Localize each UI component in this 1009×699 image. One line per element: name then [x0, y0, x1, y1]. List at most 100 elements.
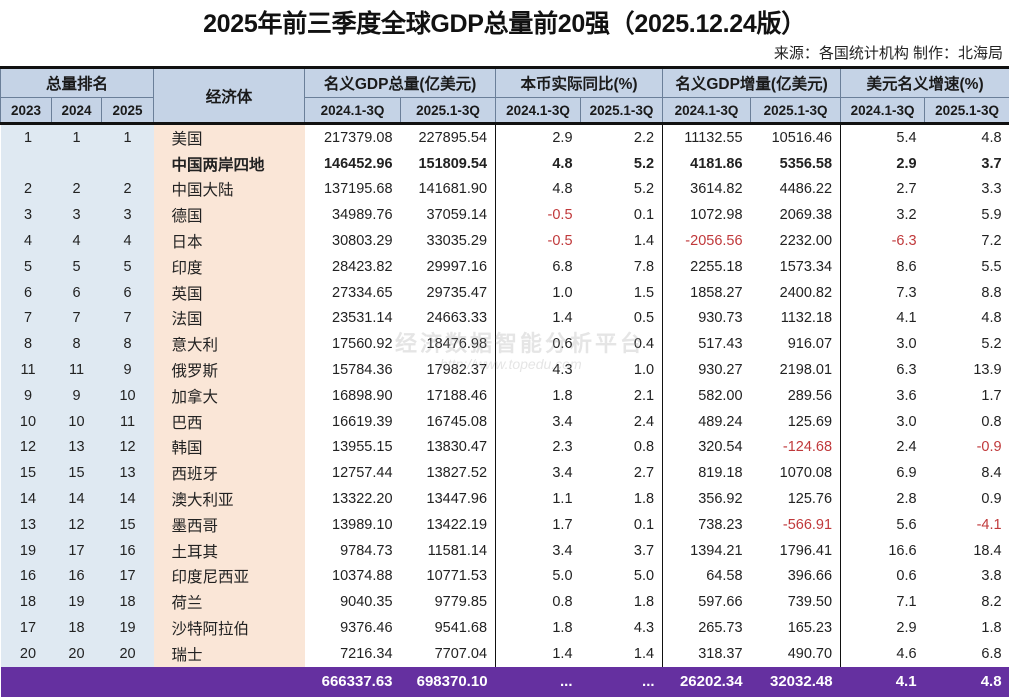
gdp-increment-2024: 930.27 — [662, 357, 751, 383]
real-growth-2025: 1.4 — [580, 228, 664, 254]
economy-name: 德国 — [153, 202, 305, 229]
gdp-increment-2025: 125.69 — [750, 408, 842, 435]
real-growth-2024: 6.8 — [495, 253, 581, 280]
rank-2025: 18 — [101, 589, 154, 616]
real-growth-2024: 4.3 — [495, 357, 581, 383]
usd-growth-2025: 3.8 — [924, 563, 1009, 590]
real-growth-2025: 1.5 — [580, 279, 664, 306]
real-growth-2025: 3.7 — [580, 537, 664, 564]
economy-name: 澳大利亚 — [153, 486, 305, 512]
rank-2025: 19 — [101, 615, 154, 641]
gdp-increment-2025: 165.23 — [750, 615, 842, 641]
rank-2023: 9 — [0, 382, 52, 409]
table-row: 14 14 14 澳大利亚 13322.20 13447.96 1.1 1.8 356.92 12… — [0, 486, 1009, 512]
gdp-2024: 12757.44 — [304, 460, 401, 487]
real-growth-2025: 0.1 — [580, 511, 664, 538]
usd-growth-2025: 18.4 — [924, 537, 1009, 564]
usd-growth-2025: 1.7 — [924, 382, 1009, 409]
rank-2023: 1 — [0, 123, 52, 151]
table-row: 10 10 11 巴西 16619.39 16745.08 3.4 2.4 489.24 125.… — [0, 408, 1009, 435]
economy-name: 印度尼西亚 — [153, 563, 305, 590]
source-note: 来源：各国统计机构 制作：北海局 — [773, 45, 1003, 62]
real-growth-2025: 5.2 — [580, 150, 664, 177]
gdp-increment-2024: 3614.82 — [662, 176, 751, 203]
rank-2024: 7 — [51, 305, 102, 332]
usd-growth-2025: 5.9 — [924, 202, 1009, 229]
gdp-increment-2025: 4486.22 — [750, 176, 842, 203]
economy-name: 墨西哥 — [153, 511, 305, 538]
rank-2023: 3 — [0, 202, 52, 229]
real-growth-2024: 1.0 — [495, 279, 581, 306]
usd-growth-2024: 7.1 — [840, 589, 925, 616]
usd-growth-2024: 5.6 — [840, 511, 925, 538]
gdp-increment-2025: 1132.18 — [750, 305, 842, 332]
rank-2024: 14 — [51, 486, 102, 512]
rank-2023: 18 — [0, 589, 52, 616]
gdp-increment-2025: 1796.41 — [750, 537, 842, 564]
table-body: 1 1 1 美国 217379.08 227895.54 2.9 2.2 11132.55 105… — [0, 123, 1009, 697]
rank-2023: 7 — [0, 305, 52, 332]
gdp-increment-2024: 1072.98 — [662, 202, 751, 229]
header-period: 2024.1-3Q — [662, 97, 752, 124]
rank-2024: 12 — [51, 511, 102, 538]
gdp-2024: 15784.36 — [304, 357, 401, 383]
rank-2025: 2 — [101, 176, 154, 203]
table-row: 5 5 5 印度 28423.82 29997.16 6.8 7.8 2255.18 1573.3… — [0, 253, 1009, 280]
usd-growth-2025: -0.9 — [924, 434, 1009, 461]
usd-growth-2025: 3.7 — [924, 150, 1009, 177]
rank-2025: 1 — [101, 123, 154, 151]
rank-2024: 6 — [51, 279, 102, 306]
real-growth-2025: 2.4 — [580, 408, 664, 435]
usd-growth-2024: 4.1 — [840, 305, 925, 332]
gdp-2025: 37059.14 — [400, 202, 497, 229]
rank-2025: 5 — [101, 253, 154, 280]
economy-name: 加拿大 — [153, 382, 305, 409]
header-gdp-increment: 名义GDP增量(亿美元) — [662, 67, 842, 98]
usd-growth-2024: 0.6 — [840, 563, 925, 590]
gdp-2024: 10374.88 — [304, 563, 401, 590]
real-growth-2025: 2.7 — [580, 460, 664, 487]
header-year-2023: 2023 — [0, 97, 52, 124]
economy-name: 韩国 — [153, 434, 305, 461]
header-period: 2025.1-3Q — [924, 97, 1009, 124]
gdp-2025: 24663.33 — [400, 305, 497, 332]
table-header: 总量排名 经济体 名义GDP总量(亿美元) 本币实际同比(%) 名义GDP增量(… — [0, 67, 1009, 124]
gdp-2024: 13955.15 — [304, 434, 401, 461]
total-blank — [51, 666, 102, 697]
rank-2024: 4 — [51, 228, 102, 254]
total-blank — [0, 666, 52, 697]
economy-name: 巴西 — [153, 408, 305, 435]
gdp-increment-2025: 2232.00 — [750, 228, 842, 254]
real-growth-2024: 2.9 — [495, 123, 581, 151]
real-growth-2024: 1.4 — [495, 640, 581, 667]
real-growth-2024: 1.1 — [495, 486, 581, 512]
real-growth-2025: 7.8 — [580, 253, 664, 280]
usd-growth-2025: 8.4 — [924, 460, 1009, 487]
rank-2023: 19 — [0, 537, 52, 564]
page-title: 2025年前三季度全球GDP总量前20强（2025.12.24版） — [203, 10, 806, 38]
real-growth-2024: 3.4 — [495, 408, 581, 435]
gdp-increment-2024: 1858.27 — [662, 279, 751, 306]
rank-2024: 3 — [51, 202, 102, 229]
gdp-increment-2024: 930.73 — [662, 305, 751, 332]
gdp-increment-2024: 4181.86 — [662, 150, 751, 177]
usd-growth-2024: 6.9 — [840, 460, 925, 487]
economy-name: 俄罗斯 — [153, 357, 305, 383]
real-growth-2025: 5.2 — [580, 176, 664, 203]
real-growth-2025: 2.1 — [580, 382, 664, 409]
gdp-2024: 28423.82 — [304, 253, 401, 280]
gdp-2024: 30803.29 — [304, 228, 401, 254]
rank-2025: 14 — [101, 486, 154, 512]
rank-2024: 15 — [51, 460, 102, 487]
real-growth-2025: 1.8 — [580, 486, 664, 512]
gdp-increment-2024: 489.24 — [662, 408, 751, 435]
usd-growth-2025: 1.8 — [924, 615, 1009, 641]
gdp-increment-2025: 1573.34 — [750, 253, 842, 280]
table-row: 20 20 20 瑞士 7216.34 7707.04 1.4 1.4 318.37 490.70… — [0, 640, 1009, 667]
rank-2023: 17 — [0, 615, 52, 641]
real-growth-2025: 2.2 — [580, 123, 664, 151]
gdp-2025: 141681.90 — [400, 176, 497, 203]
gdp-2024: 137195.68 — [304, 176, 401, 203]
gdp-increment-2025: 125.76 — [750, 486, 842, 512]
usd-growth-2025: 4.8 — [924, 305, 1009, 332]
